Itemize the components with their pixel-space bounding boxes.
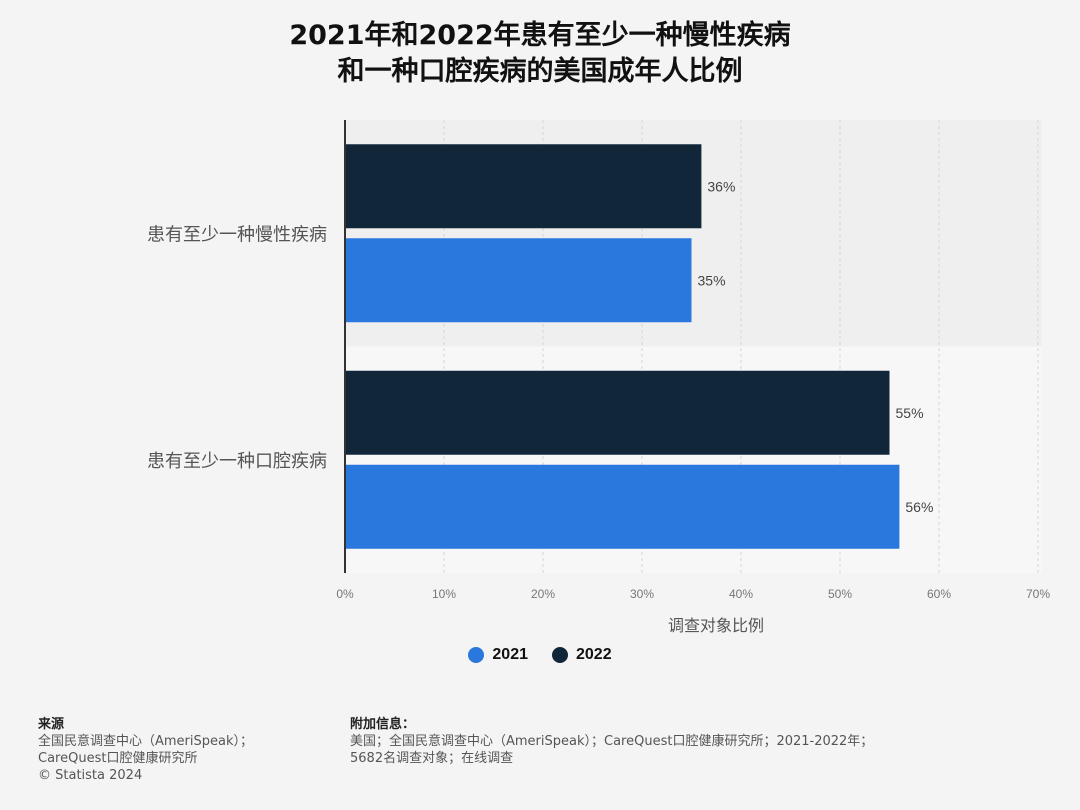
x-tick-label: 70%: [1026, 587, 1050, 601]
x-tick-label: 50%: [828, 587, 852, 601]
data-label: 36%: [707, 178, 735, 194]
info-line-1: 美国；全国民意调查中心（AmeriSpeak）；CareQuest口腔健康研究所…: [350, 734, 874, 749]
x-tick-label: 10%: [432, 587, 456, 601]
legend-item-2022[interactable]: 2022: [552, 646, 612, 664]
category-label: 患有至少一种慢性疾病: [147, 224, 327, 245]
data-label: 35%: [698, 272, 726, 288]
source-heading: 来源: [38, 717, 65, 732]
chart-title: 2021年和2022年患有至少一种慢性疾病 和一种口腔疾病的美国成年人比例: [0, 18, 1080, 90]
data-label: 55%: [896, 405, 924, 421]
legend-dot-2021: [468, 647, 485, 663]
copyright-line: © Statista 2024: [38, 768, 143, 783]
legend-label-2022: 2022: [576, 646, 612, 663]
info-block: 附加信息： 美国；全国民意调查中心（AmeriSpeak）；CareQuest口…: [350, 716, 970, 767]
bar-2021-1: [345, 238, 692, 323]
x-tick-label: 60%: [927, 587, 951, 601]
legend-item-2021[interactable]: 2021: [468, 646, 528, 664]
source-line-1: 全国民意调查中心（AmeriSpeak）；: [38, 734, 254, 749]
bar-2022-2: [345, 370, 890, 455]
info-line-2: 5682名调查对象；在线调查: [350, 751, 514, 766]
bar-2021-2: [345, 464, 900, 549]
x-tick-label: 20%: [531, 587, 555, 601]
data-label: 56%: [905, 499, 933, 515]
x-tick-label: 0%: [336, 587, 354, 601]
chart-title-line-1: 2021年和2022年患有至少一种慢性疾病: [289, 20, 791, 51]
x-axis-label: 调查对象比例: [667, 616, 764, 635]
legend-dot-2022: [552, 647, 568, 663]
source-block: 来源 全国民意调查中心（AmeriSpeak）； CareQuest口腔健康研究…: [38, 716, 308, 784]
info-heading: 附加信息：: [350, 717, 416, 732]
bar-2022-1: [345, 144, 702, 229]
legend: 2021 2022: [0, 646, 1080, 664]
x-tick-label: 30%: [630, 587, 654, 601]
legend-label-2021: 2021: [492, 646, 528, 663]
source-line-2: CareQuest口腔健康研究所: [38, 751, 198, 766]
category-label: 患有至少一种口腔疾病: [147, 451, 327, 472]
x-tick-label: 40%: [729, 587, 753, 601]
chart-title-line-2: 和一种口腔疾病的美国成年人比例: [337, 56, 743, 87]
